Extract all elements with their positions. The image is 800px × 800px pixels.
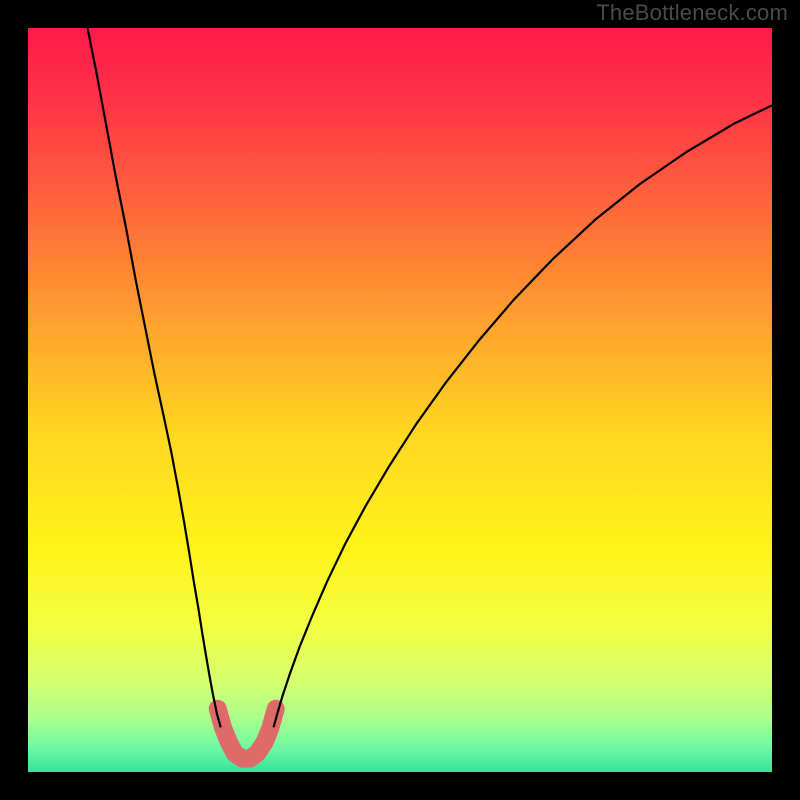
chart-container: TheBottleneck.com — [0, 0, 800, 800]
border-bottom — [0, 772, 800, 800]
watermark-text: TheBottleneck.com — [596, 0, 788, 26]
gradient-background — [28, 28, 772, 772]
border-left — [0, 0, 28, 800]
bottleneck-chart — [0, 0, 800, 800]
border-right — [772, 0, 800, 800]
